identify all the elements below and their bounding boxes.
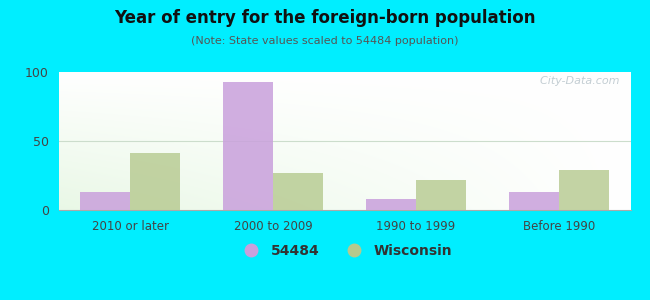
Bar — [509, 192, 559, 210]
Text: Year of entry for the foreign-born population: Year of entry for the foreign-born popul… — [114, 9, 536, 27]
Bar — [559, 170, 609, 210]
Bar — [416, 180, 466, 210]
Bar — [366, 199, 416, 210]
Bar — [80, 192, 130, 210]
Bar — [223, 82, 273, 210]
Text: City-Data.com: City-Data.com — [532, 76, 619, 86]
Bar — [273, 173, 323, 210]
Legend: 54484, Wisconsin: 54484, Wisconsin — [231, 239, 458, 264]
Text: (Note: State values scaled to 54484 population): (Note: State values scaled to 54484 popu… — [191, 36, 459, 46]
Bar — [130, 153, 180, 210]
